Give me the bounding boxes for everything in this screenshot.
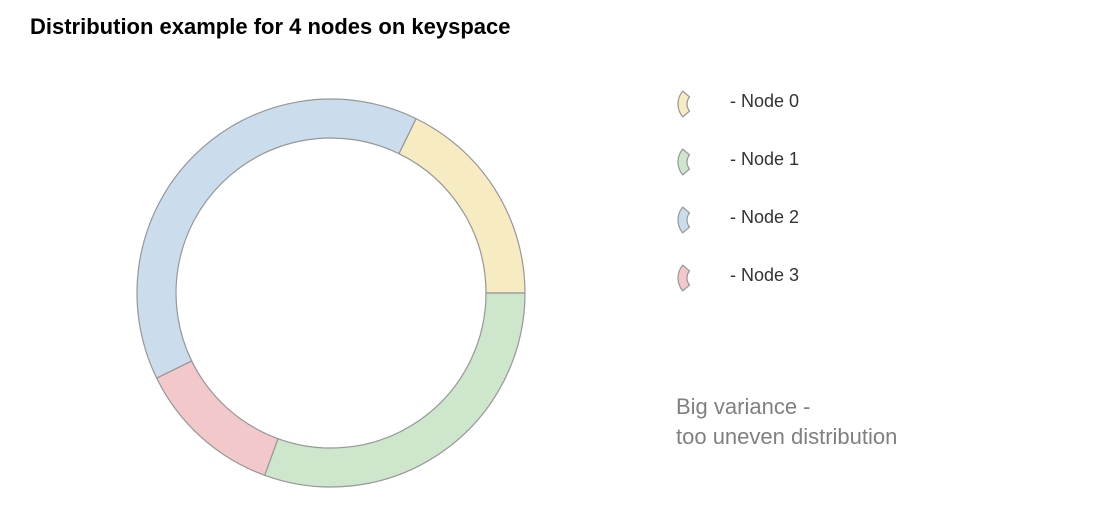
legend-swatch-icon (676, 253, 720, 297)
ring-segment-node-0 (399, 119, 525, 293)
legend-item: - Node 3 (676, 254, 799, 296)
donut-chart (0, 0, 1103, 526)
legend-label: - Node 3 (730, 265, 799, 286)
caption-text: Big variance - too uneven distribution (676, 392, 897, 451)
legend-label: - Node 2 (730, 207, 799, 228)
legend-item: - Node 0 (676, 80, 799, 122)
legend-label: - Node 0 (730, 91, 799, 112)
legend-item: - Node 1 (676, 138, 799, 180)
legend-label: - Node 1 (730, 149, 799, 170)
legend-item: - Node 2 (676, 196, 799, 238)
legend: - Node 0 - Node 1 - Node 2 - Node 3 (676, 80, 799, 312)
legend-swatch-icon (676, 195, 720, 239)
legend-swatch-icon (676, 79, 720, 123)
diagram-canvas: Distribution example for 4 nodes on keys… (0, 0, 1103, 526)
ring-segment-node-2 (137, 99, 416, 378)
ring-segment-node-3 (157, 361, 278, 475)
ring-segment-node-1 (265, 293, 525, 487)
legend-swatch-icon (676, 137, 720, 181)
